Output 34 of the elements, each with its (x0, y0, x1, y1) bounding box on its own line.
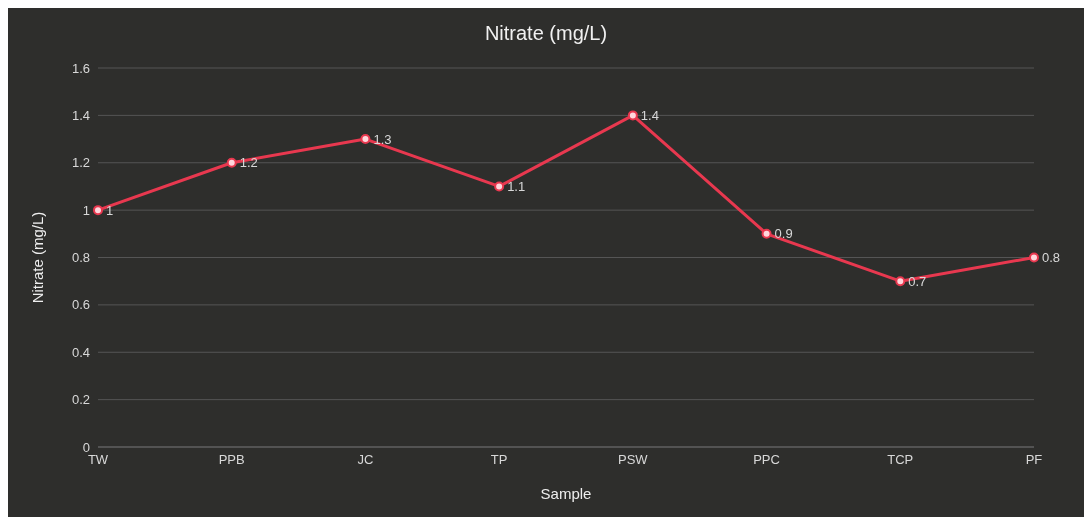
x-tick-label: TCP (887, 452, 914, 468)
y-tick-label: 0 (82, 439, 90, 455)
y-tick-label: 1.6 (71, 60, 90, 76)
y-tick-label: 1.4 (71, 107, 90, 123)
y-tick-label: 0.2 (71, 392, 90, 408)
x-tick-label: PPB (218, 452, 245, 468)
point (627, 110, 638, 121)
y-tick-label: 0.6 (71, 297, 90, 313)
point (226, 157, 237, 168)
point (494, 181, 505, 192)
y-tick-label: 1.2 (71, 155, 90, 171)
point (761, 228, 772, 239)
x-tick-label: PPC (753, 452, 780, 468)
x-axis-title: Sample (540, 485, 592, 502)
data-label: 1.3 (373, 131, 392, 147)
y-tick-label: 0.8 (71, 250, 90, 266)
x-tick-label: PF (1025, 452, 1043, 468)
data-label: 1.4 (640, 107, 659, 123)
data-label: 0.8 (1042, 250, 1061, 266)
y-tick-label: 1 (82, 202, 90, 218)
y-tick-label: 0.4 (71, 344, 90, 360)
chart-title: Nitrate (mg/L) (483, 21, 609, 46)
point (895, 276, 906, 287)
point (1029, 252, 1039, 263)
x-tick-label: TP (490, 452, 508, 468)
point (93, 205, 103, 216)
data-label: 1.1 (507, 179, 526, 195)
x-tick-label: JC (357, 452, 374, 468)
x-tick-label: TW (87, 452, 109, 468)
data-label: 0.9 (774, 226, 793, 242)
data-label: 1 (106, 202, 114, 218)
y-axis-title: Nitrate (mg/L) (29, 211, 47, 304)
point (360, 134, 371, 145)
x-tick-label: PSW (618, 452, 649, 468)
